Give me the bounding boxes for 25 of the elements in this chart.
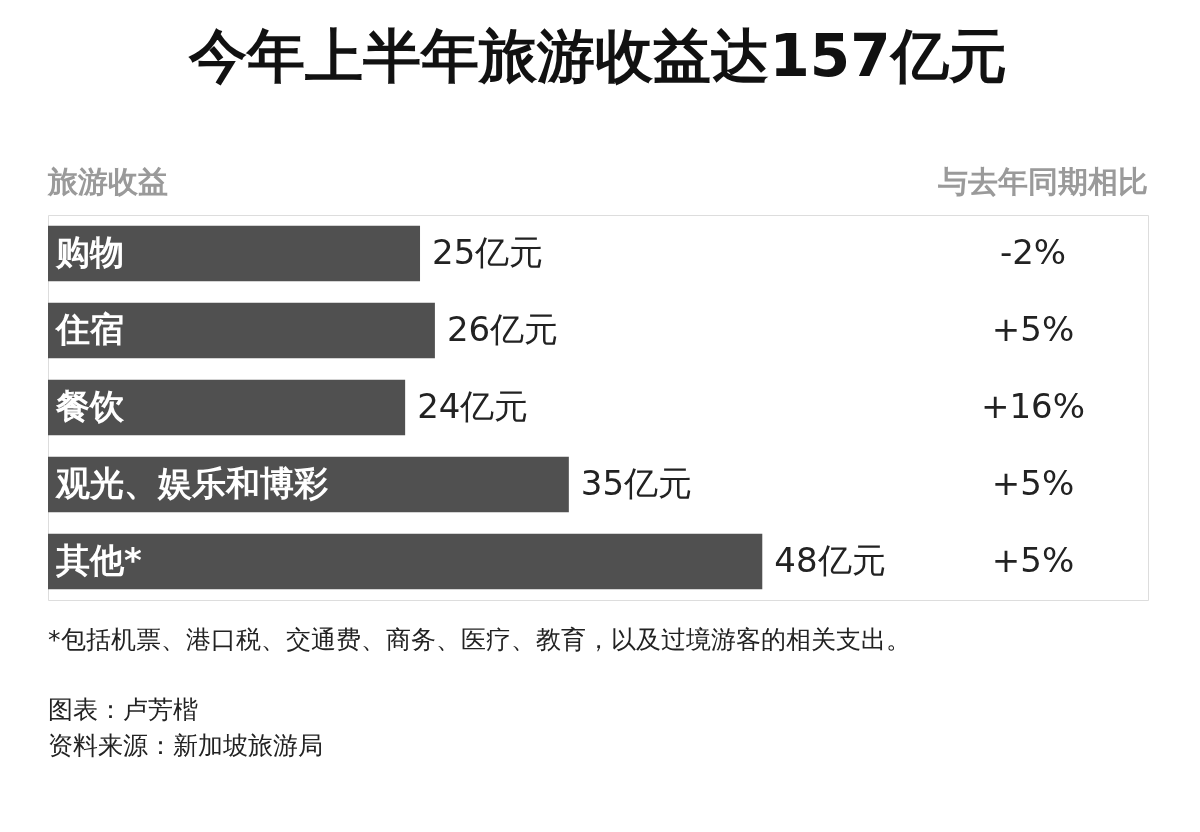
text: *包括机票、港口税、交通费、商务、医疗、教育，以及过境游客的相关支出。 <box>48 625 911 654</box>
y-tick-label: 住宿 <box>54 308 124 349</box>
text: 旅游收益 <box>47 164 168 199</box>
text: 与去年同期相比 <box>937 164 1148 199</box>
data-label: 24亿元 <box>417 385 529 426</box>
bar <box>48 533 763 590</box>
data-label: 48亿元 <box>774 539 886 580</box>
text: +5% <box>991 308 1075 349</box>
text: +16% <box>980 385 1086 426</box>
text: 图表：卢芳楷 <box>48 695 198 724</box>
data-label: 26亿元 <box>446 308 559 349</box>
bar <box>48 225 421 282</box>
text: +5% <box>991 462 1075 503</box>
data-label: 25亿元 <box>432 231 544 272</box>
bar <box>48 302 435 359</box>
y-tick-label: 观光、娱乐和博彩 <box>55 462 328 503</box>
chart-title: 今年上半年旅游收益达157亿元 <box>188 22 1007 90</box>
text: +5% <box>991 539 1075 580</box>
data-label: 35亿元 <box>580 462 693 503</box>
y-tick-label: 购物 <box>55 231 124 272</box>
y-tick-label: 餐饮 <box>55 385 125 426</box>
text: -2% <box>999 231 1067 272</box>
bar <box>48 379 406 436</box>
y-tick-label: 其他* <box>55 539 142 580</box>
text: 资料来源：新加坡旅游局 <box>48 731 323 760</box>
